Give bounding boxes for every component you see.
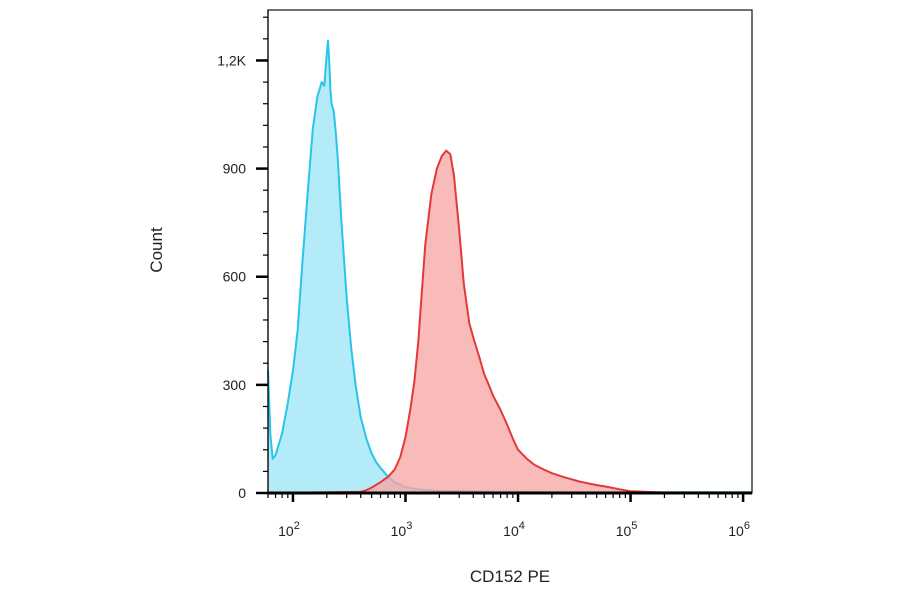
series-2-line	[267, 149, 753, 494]
y-axis: 0 300 600 900 1,2K	[217, 10, 269, 501]
y-tick-label: 900	[223, 161, 247, 177]
y-axis-title: Count	[147, 227, 166, 273]
x-tick-label: 106	[728, 520, 750, 539]
y-tick-label: 600	[223, 269, 247, 285]
x-axis: 102 103 104 105 106	[267, 491, 752, 539]
y-tick-label: 0	[238, 485, 246, 501]
x-tick-label: 104	[503, 520, 525, 539]
y-tick-label: 300	[223, 377, 247, 393]
series-layer	[267, 39, 753, 494]
x-tick-label: 105	[616, 520, 638, 539]
series-1-area	[268, 40, 752, 493]
y-tick-label: 1,2K	[217, 52, 246, 68]
x-tick-label: 103	[391, 520, 413, 539]
x-tick-label: 102	[278, 520, 300, 539]
x-axis-title: CD152 PE	[470, 567, 550, 586]
